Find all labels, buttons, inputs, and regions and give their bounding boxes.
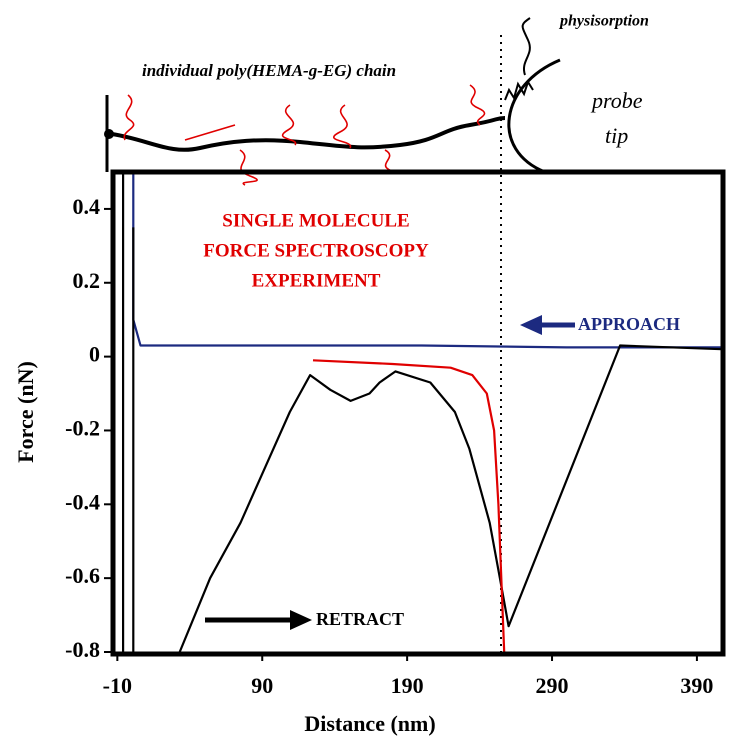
- physisorption-label: physisorption: [558, 13, 649, 30]
- x-tick-label: 390: [680, 673, 713, 698]
- probe-tip: [507, 58, 561, 174]
- x-tick-label: 290: [536, 673, 569, 698]
- schematic: [104, 17, 561, 655]
- y-axis-label: Force (nN): [13, 361, 38, 463]
- approach-label: APPROACH: [578, 314, 680, 334]
- experiment-label: SINGLE MOLECULE: [222, 210, 409, 231]
- x-axis-label: Distance (nm): [304, 711, 435, 736]
- physisorbed-chain: [504, 79, 534, 101]
- probe-label: probe: [590, 88, 643, 113]
- y-tick-label: -0.4: [65, 489, 100, 514]
- approach-arrow: [520, 315, 575, 335]
- series-line: [312, 359, 506, 653]
- y-tick-label: 0.2: [73, 268, 101, 293]
- experiment-label: FORCE SPECTROSCOPY: [203, 240, 429, 261]
- x-tick-label: 90: [251, 673, 273, 698]
- chain-label: individual poly(HEMA-g-EG) chain: [142, 61, 396, 80]
- y-tick-label: 0: [89, 342, 100, 367]
- chain: [111, 116, 506, 152]
- x-tick-label: -10: [103, 673, 132, 698]
- y-tick-label: 0.4: [73, 194, 101, 219]
- series-line: [178, 344, 722, 653]
- experiment-label: EXPERIMENT: [252, 270, 381, 291]
- retract-arrow: [205, 610, 312, 630]
- plot: [122, 172, 723, 653]
- plot-frame: [110, 169, 726, 657]
- retract-label: RETRACT: [316, 609, 404, 629]
- anchor: [104, 129, 114, 139]
- y-tick-label: -0.6: [65, 563, 100, 588]
- y-tick-label: -0.2: [65, 416, 100, 441]
- y-tick-label: -0.8: [65, 637, 100, 662]
- x-tick-label: 190: [391, 673, 424, 698]
- physisorbed-chain: [521, 17, 531, 76]
- probe-label: tip: [605, 123, 628, 148]
